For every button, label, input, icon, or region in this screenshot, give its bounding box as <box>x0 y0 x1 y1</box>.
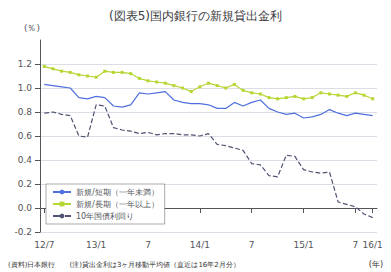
svg-text:(％): (％) <box>24 23 40 33</box>
svg-text:0.6: 0.6 <box>18 131 33 141</box>
svg-text:0.8: 0.8 <box>18 107 33 117</box>
svg-text:0.4: 0.4 <box>18 155 33 165</box>
svg-text:7: 7 <box>249 240 255 250</box>
svg-text:15/1: 15/1 <box>293 240 313 250</box>
svg-text:12/7: 12/7 <box>34 240 54 250</box>
svg-text:新規/長期（一年以上）: 新規/長期（一年以上） <box>76 200 159 209</box>
svg-text:(資料)日本銀行 (注)貸出金利は3ヶ月移動平均値（直近は: (資料)日本銀行 (注)貸出金利は3ヶ月移動平均値（直近は16年2月分） <box>8 261 240 269</box>
svg-text:0.2: 0.2 <box>18 179 32 189</box>
svg-text:13/1: 13/1 <box>86 240 106 250</box>
svg-text:-0.2: -0.2 <box>14 227 32 237</box>
svg-text:(図表5)国内銀行の新規貸出金利: (図表5)国内銀行の新規貸出金利 <box>109 9 282 23</box>
svg-text:10年国債利回り: 10年国債利回り <box>76 212 134 221</box>
svg-text:0.0: 0.0 <box>18 203 33 213</box>
svg-text:16/1: 16/1 <box>363 240 383 250</box>
svg-text:(年): (年) <box>369 260 383 269</box>
svg-text:7: 7 <box>145 240 151 250</box>
svg-text:7: 7 <box>353 240 359 250</box>
svg-text:1.0: 1.0 <box>18 83 33 93</box>
svg-text:14/1: 14/1 <box>190 240 210 250</box>
svg-text:1.2: 1.2 <box>18 59 32 69</box>
svg-text:新規/短期（一年未満）: 新規/短期（一年未満） <box>76 188 159 197</box>
